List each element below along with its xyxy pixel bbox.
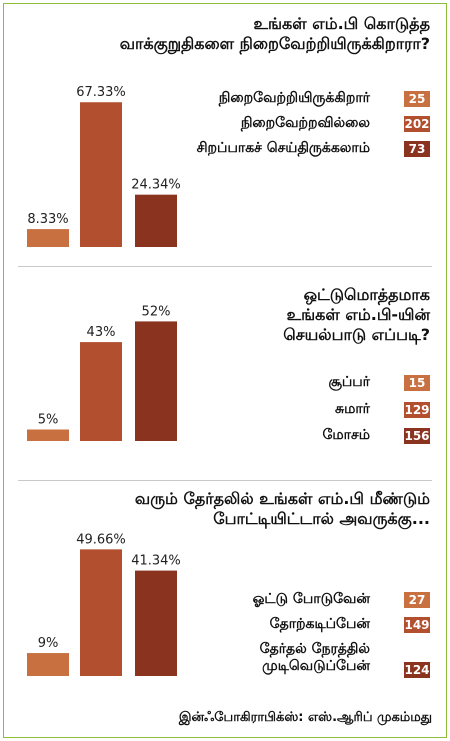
chart-title-line: ஒட்டுமொத்தமாக (303, 285, 430, 304)
legend-count: 149 (404, 617, 430, 633)
legend-count: 15 (404, 375, 430, 391)
bar-chart: 9% 49.66% 41.34% (27, 532, 181, 676)
bar-value-label: 52% (142, 304, 171, 319)
legend-item: தோற்கடிப்பேன் 149 (190, 616, 430, 634)
bar-value-label: 41.34% (131, 554, 181, 569)
legend-item: மோசம் 156 (190, 427, 430, 445)
legend-item: தேர்தல் நேரத்தில் முடிவெடுப்பேன் 124 (190, 641, 430, 678)
bar-value-label: 24.34% (131, 178, 181, 193)
legend-item: சுமார் 129 (190, 401, 430, 419)
legend-label: சூப்பர் (328, 374, 370, 390)
chart-title-line: வாக்குறுதிகளை நிறைவேற்றியிருக்கிறாரா? (119, 34, 430, 53)
legend-label: நிறைவேற்றியிருக்கிறார் (218, 90, 370, 106)
bar-value-label: 43% (87, 325, 116, 340)
chart-title-line: வரும் தேர்தலில் உங்கள் எம்.பி மீண்டும் (134, 489, 430, 508)
bar-chart: 8.33% 67.33% 24.34% (27, 85, 181, 247)
section-divider (18, 480, 432, 481)
legend-count: 156 (404, 428, 430, 444)
bar-chart: 5% 43% 52% (27, 304, 177, 441)
chart-title: வரும் தேர்தலில் உங்கள் எம்.பி மீண்டும் ப… (10, 489, 430, 529)
legend-count: 25 (404, 91, 430, 107)
legend-label-line: முடிவெடுப்பேன் (262, 658, 370, 674)
bar-1 (27, 653, 69, 676)
chart-title: ஒட்டுமொத்தமாக உங்கள் எம்.பி-யின் செயல்பா… (10, 285, 430, 345)
chart-title-line: உங்கள் எம்.பி கொடுத்த (253, 14, 430, 33)
legend-count: 129 (404, 402, 430, 418)
bar-3 (135, 194, 177, 247)
legend-label-line: தேர்தல் நேரத்தில் (259, 641, 370, 657)
chart-title: உங்கள் எம்.பி கொடுத்த வாக்குறுதிகளை நிறை… (10, 14, 430, 54)
legend-item: நிறைவேற்றவில்லை 202 (190, 115, 430, 133)
legend-label: தேர்தல் நேரத்தில் முடிவெடுப்பேன் (260, 641, 370, 675)
legend-item: நிறைவேற்றியிருக்கிறார் 25 (190, 90, 430, 108)
legend-label: ஓட்டு போடுவேன் (252, 591, 370, 607)
bar-2 (80, 102, 122, 247)
chart-title-line: செயல்பாடு எப்படி? (283, 325, 430, 344)
legend-count: 124 (404, 662, 430, 678)
chart-title-line: போட்டியிட்டால் அவருக்கு... (213, 509, 430, 528)
bar-1 (27, 229, 69, 247)
legend-count: 202 (404, 116, 430, 132)
legend-label: மோசம் (322, 427, 370, 443)
chart-panel-reelection: வரும் தேர்தலில் உங்கள் எம்.பி மீண்டும் ப… (0, 481, 450, 703)
section-divider (18, 266, 432, 267)
bar-3 (135, 570, 177, 676)
chart-panel-promises: உங்கள் எம்.பி கொடுத்த வாக்குறுதிகளை நிறை… (0, 0, 450, 265)
bar-value-label: 67.33% (76, 85, 126, 100)
bar-value-label: 9% (38, 636, 59, 651)
bar-2 (80, 342, 122, 441)
legend-count: 73 (404, 141, 430, 157)
bar-2 (80, 549, 122, 676)
bar-value-label: 8.33% (27, 212, 68, 227)
bar-value-label: 49.66% (76, 532, 126, 547)
legend-count: 27 (404, 592, 430, 608)
chart-title-line: உங்கள் எம்.பி-யின் (286, 305, 430, 324)
legend-label: தோற்கடிப்பேன் (269, 616, 370, 632)
legend-label: சிறப்பாகச் செய்திருக்கலாம் (196, 140, 370, 156)
legend-item: சிறப்பாகச் செய்திருக்கலாம் 73 (190, 140, 430, 158)
chart-panel-performance: ஒட்டுமொத்தமாக உங்கள் எம்.பி-யின் செயல்பா… (0, 267, 450, 480)
infographic-frame (3, 3, 447, 738)
legend-item: சூப்பர் 15 (190, 374, 430, 392)
bar-value-label: 5% (38, 413, 59, 428)
legend-label: சுமார் (334, 401, 370, 417)
bar-3 (135, 321, 177, 441)
credit-line: இன்ஃபோகிராபிக்ஸ்: எஸ்.ஆரிப் முகம்மது (178, 710, 432, 725)
bar-1 (27, 429, 69, 441)
legend-item: ஓட்டு போடுவேன் 27 (190, 591, 430, 609)
legend-label: நிறைவேற்றவில்லை (240, 115, 370, 131)
